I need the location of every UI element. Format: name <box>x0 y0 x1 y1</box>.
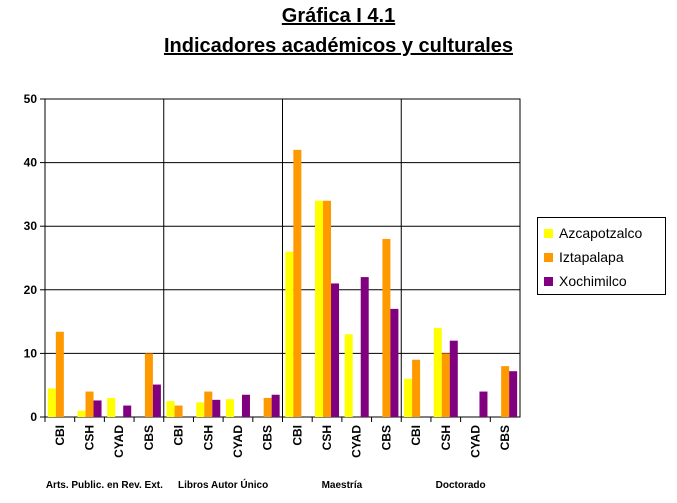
bar <box>212 399 221 417</box>
bar <box>174 405 183 417</box>
x-tick-label: CSH <box>439 425 453 450</box>
legend-swatch <box>544 276 553 286</box>
bar <box>404 378 413 417</box>
chart-title: Gráfica I 4.1 <box>281 5 396 27</box>
x-tick-label: CYAD <box>112 425 126 458</box>
x-tick-label: CBI <box>290 425 304 446</box>
bar <box>501 366 510 417</box>
bar <box>225 399 234 417</box>
y-tick-label: 10 <box>24 346 38 360</box>
y-tick-label: 30 <box>24 219 38 233</box>
x-tick-label: CBI <box>409 425 423 446</box>
bar <box>382 238 391 417</box>
group-label: Maestría <box>322 480 363 491</box>
bar <box>47 388 56 417</box>
bar <box>449 340 458 417</box>
x-tick-label: CSH <box>320 425 334 450</box>
legend-swatch <box>544 228 553 238</box>
bar <box>263 397 272 417</box>
bar <box>323 200 332 417</box>
x-tick-label: CBI <box>53 425 67 446</box>
bar <box>509 371 518 417</box>
bar <box>144 353 153 417</box>
bar <box>479 391 488 417</box>
legend-label: Iztapalapa <box>559 249 624 265</box>
legend-item-xochimilco: Xochimilco <box>544 272 627 290</box>
legend-item-iztapalapa: Iztapalapa <box>544 248 624 266</box>
group-label: Arts. Public. en Rev. Ext. <box>46 480 163 491</box>
bar <box>204 391 213 417</box>
bar <box>315 200 324 417</box>
y-tick-label: 50 <box>24 92 38 106</box>
bar <box>293 149 302 417</box>
y-tick-label: 40 <box>24 156 38 170</box>
group-label: Doctorado <box>436 480 486 491</box>
bar <box>196 402 205 417</box>
bar <box>123 405 132 417</box>
x-tick-label: CYAD <box>350 425 364 458</box>
bar <box>77 410 86 417</box>
x-tick-label: CBI <box>172 425 186 446</box>
bar <box>412 359 421 417</box>
x-tick-label: CBS <box>379 425 393 450</box>
y-tick-label: 20 <box>24 283 38 297</box>
legend-item-azcapotzalco: Azcapotzalco <box>544 224 642 242</box>
group-label: Libros Autor Único <box>178 478 268 491</box>
bar <box>166 401 175 417</box>
x-tick-label: CYAD <box>231 425 245 458</box>
legend-label: Xochimilco <box>559 273 627 289</box>
bar <box>433 327 442 417</box>
chart-subtitle: Indicadores académicos y culturales <box>163 35 514 57</box>
bar <box>441 353 450 417</box>
bar <box>285 251 294 417</box>
bar <box>93 400 102 417</box>
x-tick-label: CBS <box>142 425 156 450</box>
x-tick-label: CBS <box>261 425 275 450</box>
bar <box>360 277 369 417</box>
x-tick-label: CBS <box>498 425 512 450</box>
x-tick-label: CSH <box>83 425 97 450</box>
bar <box>241 394 250 417</box>
legend-swatch <box>544 252 553 262</box>
x-tick-label: CYAD <box>468 425 482 458</box>
bar <box>331 283 340 417</box>
bar <box>344 334 353 417</box>
bar <box>107 397 116 417</box>
legend-label: Azcapotzalco <box>559 225 643 241</box>
bar <box>152 384 161 417</box>
bar <box>390 308 399 417</box>
legend: Azcapotzalco Iztapalapa Xochimilco <box>537 217 666 295</box>
x-tick-label: CSH <box>201 425 215 450</box>
bar <box>85 391 94 417</box>
bar <box>271 394 280 417</box>
bar <box>55 331 64 417</box>
y-tick-label: 0 <box>30 410 37 424</box>
